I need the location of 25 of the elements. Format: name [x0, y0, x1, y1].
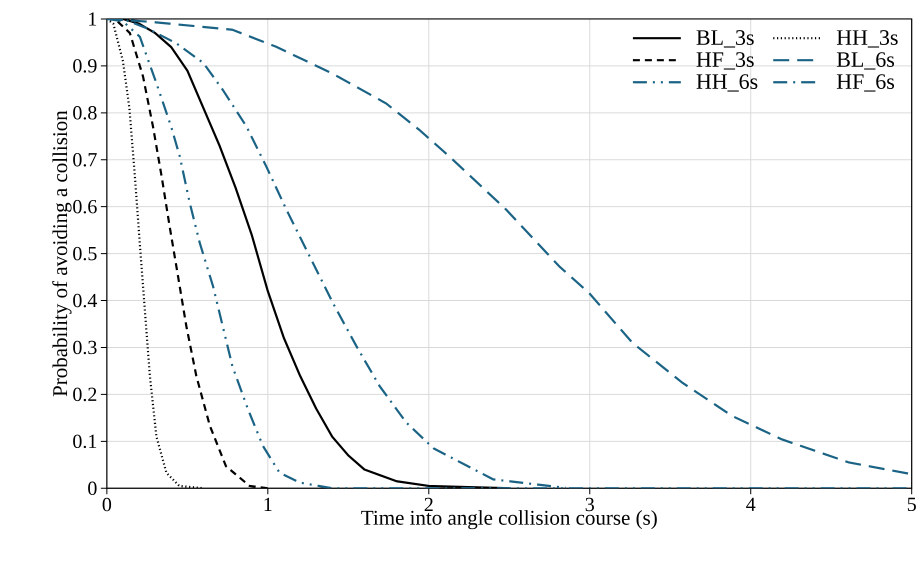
legend-label: HF_6s — [836, 74, 894, 92]
legend-label: HF_3s — [696, 52, 754, 70]
x-tick-label: 5 — [908, 498, 916, 511]
legend-label: HH_3s — [836, 30, 898, 48]
y-tick-label: 0.1 — [73, 434, 96, 448]
y-axis-title: Probability of avoiding a collision — [52, 110, 72, 396]
y-tick-label: 0.5 — [73, 246, 97, 260]
y-tick-label: 0.4 — [73, 294, 98, 308]
x-tick-label: 3 — [586, 498, 594, 512]
x-tick-label: 2 — [424, 498, 433, 511]
x-tick-label: 1 — [264, 498, 272, 511]
y-tick-label: 0.9 — [73, 59, 97, 73]
y-tick-label: 0 — [88, 481, 97, 495]
legend-label: BL_3s — [696, 30, 754, 48]
y-tick-label: 1 — [89, 12, 96, 26]
y-tick-label: 0.2 — [73, 388, 96, 402]
x-tick-label: 0 — [102, 498, 112, 512]
x-tick-label: 4 — [746, 498, 756, 511]
x-axis-title: Time into angle collision course (s) — [361, 510, 657, 530]
y-tick-label: 0.6 — [73, 200, 97, 214]
legend-label: BL_6s — [836, 52, 894, 70]
y-tick-label: 0.7 — [73, 152, 97, 166]
y-tick-label: 0.8 — [73, 106, 97, 120]
y-tick-label: 0.3 — [73, 340, 97, 354]
legend-label: HH_6s — [696, 74, 758, 92]
